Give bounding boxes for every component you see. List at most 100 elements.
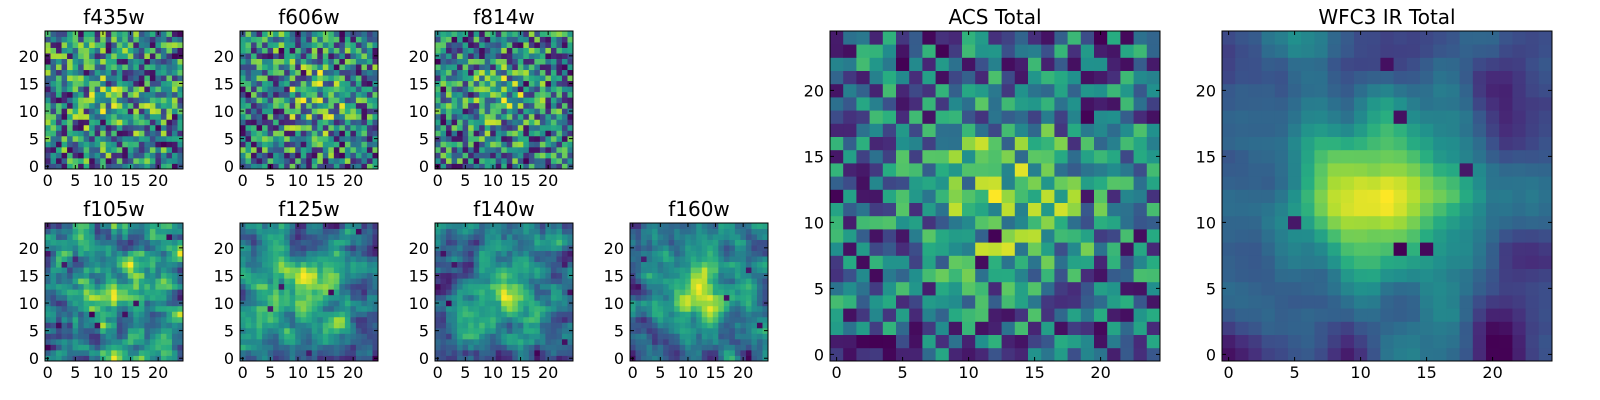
heatmap-cell: [317, 327, 324, 334]
heatmap-cell: [138, 327, 145, 334]
heatmap-cell: [506, 283, 513, 290]
heatmap-cell: [462, 146, 469, 153]
heatmap-cell: [144, 294, 151, 301]
heatmap-cell: [240, 234, 246, 240]
heatmap-cell: [295, 289, 302, 296]
heatmap-cell: [306, 355, 313, 362]
heatmap-cell: [56, 305, 62, 312]
heatmap-cell: [350, 58, 357, 65]
heatmap-cell: [484, 36, 491, 43]
heatmap-cell: [446, 327, 452, 334]
heatmap-cell: [256, 97, 263, 104]
heatmap-cell: [451, 261, 458, 268]
heatmap-cell: [289, 58, 296, 65]
heatmap-cell: [1120, 334, 1134, 349]
heatmap-cell: [534, 327, 541, 334]
heatmap-cell: [718, 234, 725, 240]
heatmap-cell: [333, 80, 340, 87]
heatmap-cell: [685, 300, 692, 307]
heatmap-cell: [528, 250, 535, 257]
heatmap-cell: [490, 64, 497, 71]
heatmap-cell: [734, 349, 741, 356]
heatmap-cell: [127, 261, 134, 268]
heatmap-cell: [50, 152, 57, 159]
heatmap-cell: [556, 86, 563, 93]
heatmap-cell: [149, 124, 156, 131]
heatmap-cell: [138, 239, 145, 246]
heatmap-cell: [484, 305, 491, 312]
heatmap-cell: [56, 300, 62, 307]
heatmap-cell: [122, 42, 129, 48]
heatmap-cell: [468, 157, 475, 164]
heatmap-cell: [144, 119, 151, 126]
heatmap-cell: [166, 228, 173, 235]
heatmap-cell: [501, 311, 508, 318]
heatmap-cell: [278, 338, 285, 345]
heatmap-cell: [105, 316, 112, 323]
heatmap-cell: [61, 119, 68, 126]
heatmap-cell: [83, 102, 90, 109]
heatmap-cell: [490, 294, 497, 301]
heatmap-cell: [289, 283, 296, 290]
heatmap-cell: [149, 47, 156, 54]
heatmap-cell: [267, 338, 274, 345]
heatmap-cell: [100, 86, 107, 93]
heatmap-cell: [462, 294, 469, 301]
heatmap-cell: [1001, 295, 1016, 309]
heatmap-cell: [484, 250, 491, 257]
heatmap-cell: [45, 69, 51, 76]
heatmap-cell: [506, 47, 513, 54]
heatmap-cell: [435, 349, 441, 356]
heatmap-cell: [668, 338, 675, 345]
heatmap-cell: [267, 146, 274, 153]
heatmap-cell: [278, 113, 285, 120]
heatmap-cell: [635, 245, 642, 251]
heatmap-cell: [545, 256, 552, 263]
heatmap-cell: [729, 289, 736, 296]
heatmap-cell: [273, 97, 280, 104]
heatmap-cell: [490, 75, 497, 82]
heatmap-cell: [328, 146, 335, 153]
heatmap-cell: [177, 146, 184, 153]
heatmap-cell: [435, 338, 441, 345]
heatmap-cell: [306, 316, 313, 323]
heatmap-cell: [523, 234, 530, 240]
heatmap-cell: [435, 267, 441, 274]
heatmap-cell: [251, 333, 257, 340]
heatmap-cell: [528, 119, 535, 126]
heatmap-cell: [251, 349, 257, 356]
heatmap-cell: [295, 146, 302, 153]
heatmap-cell: [45, 124, 51, 131]
heatmap-cell: [723, 355, 730, 362]
heatmap-cell: [273, 119, 280, 126]
heatmap-cell: [166, 283, 173, 290]
heatmap-cell: [440, 47, 447, 54]
heatmap-cell: [501, 322, 508, 329]
heatmap-cell: [948, 163, 963, 177]
heatmap-cell: [45, 344, 51, 351]
heatmap-cell: [171, 278, 178, 285]
heatmap-cell: [635, 338, 642, 345]
heatmap-cell: [652, 294, 658, 301]
heatmap-cell: [138, 157, 145, 164]
heatmap-cell: [245, 289, 252, 296]
heatmap-cell: [361, 349, 368, 356]
heatmap-cell: [718, 250, 725, 257]
heatmap-cell: [1080, 295, 1095, 309]
heatmap-cell: [45, 294, 51, 301]
heatmap-cell: [89, 64, 96, 71]
heatmap-cell: [171, 283, 178, 290]
heatmap-cell: [160, 234, 167, 240]
heatmap-cell: [630, 322, 636, 329]
heatmap-cell: [245, 141, 252, 148]
heatmap-cell: [171, 234, 178, 240]
heatmap-cell: [245, 311, 252, 318]
heatmap-cell: [240, 278, 246, 285]
heatmap-cell: [446, 91, 452, 98]
heatmap-cell: [284, 344, 291, 351]
heatmap-cell: [149, 311, 156, 318]
heatmap-cell: [1094, 242, 1108, 256]
heatmap-cell: [457, 261, 463, 268]
heatmap-cell: [72, 75, 79, 82]
heatmap-cell: [322, 316, 329, 323]
